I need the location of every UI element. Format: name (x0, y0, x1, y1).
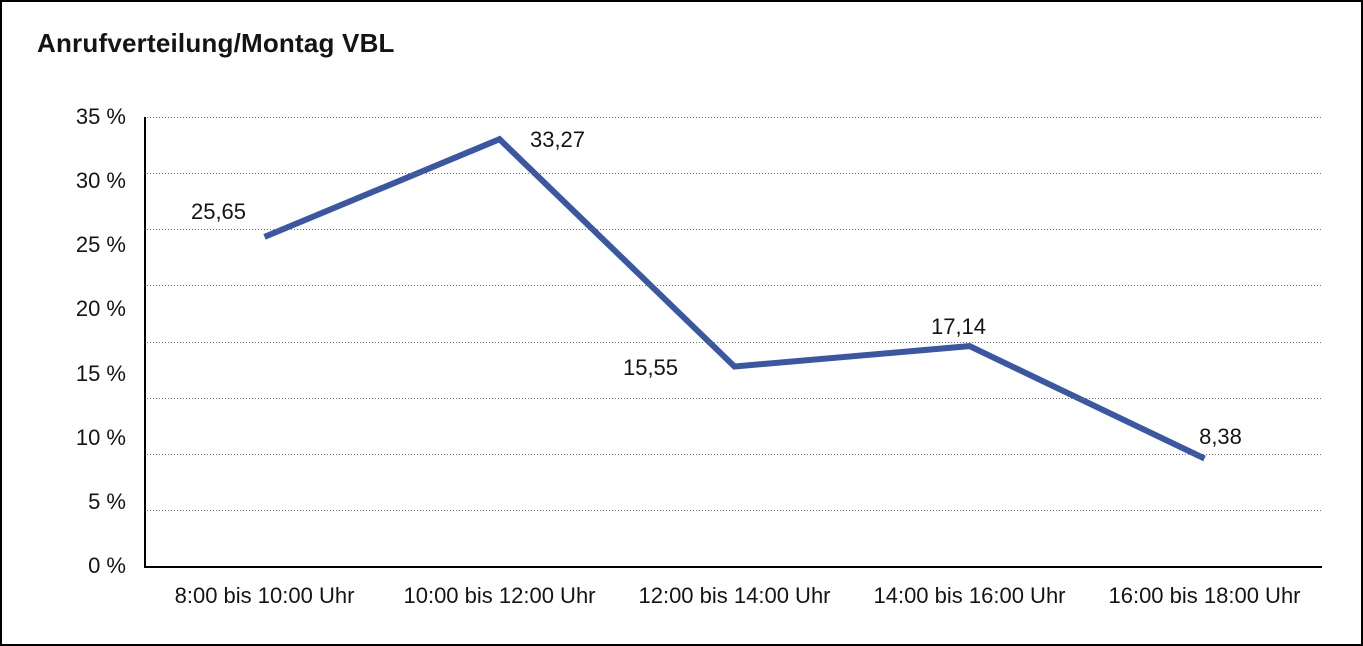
x-axis-line (144, 566, 1322, 568)
y-axis-line (144, 117, 146, 568)
gridline (147, 285, 1322, 287)
data-point-value-label: 8,38 (1199, 423, 1242, 449)
y-axis-tick-label: 20 % (75, 296, 126, 322)
gridline (147, 509, 1322, 511)
y-axis-tick-label: 15 % (75, 360, 126, 386)
y-axis-tick-label: 30 % (75, 168, 126, 194)
y-axis-tick-label: 5 % (88, 488, 126, 514)
data-point-value-label: 17,14 (930, 314, 987, 340)
data-point-value-label: 25,65 (190, 198, 247, 224)
gridline (147, 229, 1322, 231)
x-axis-category-label: 12:00 bis 14:00 Uhr (638, 583, 831, 608)
x-axis-category-label: 16:00 bis 18:00 Uhr (1108, 583, 1301, 608)
x-axis-category-label: 8:00 bis 10:00 Uhr (174, 583, 355, 608)
y-axis-tick-label: 10 % (75, 424, 126, 450)
data-point-value-label: 33,27 (529, 127, 586, 153)
chart-title: Anrufverteilung/Montag VBL (37, 28, 395, 58)
x-axis-category-label: 10:00 bis 12:00 Uhr (403, 583, 596, 608)
x-axis-category-label: 14:00 bis 16:00 Uhr (873, 583, 1066, 608)
gridline (147, 341, 1322, 343)
y-axis-tick-label: 35 % (75, 104, 126, 129)
gridline (147, 173, 1322, 175)
y-axis-tick-label: 25 % (75, 232, 126, 258)
gridline (147, 453, 1322, 455)
gridline (147, 117, 1322, 118)
data-point-value-label: 15,55 (622, 354, 679, 380)
data-series-line (263, 135, 1206, 462)
gridline (147, 397, 1322, 399)
y-axis-tick-label: 0 % (88, 553, 126, 578)
